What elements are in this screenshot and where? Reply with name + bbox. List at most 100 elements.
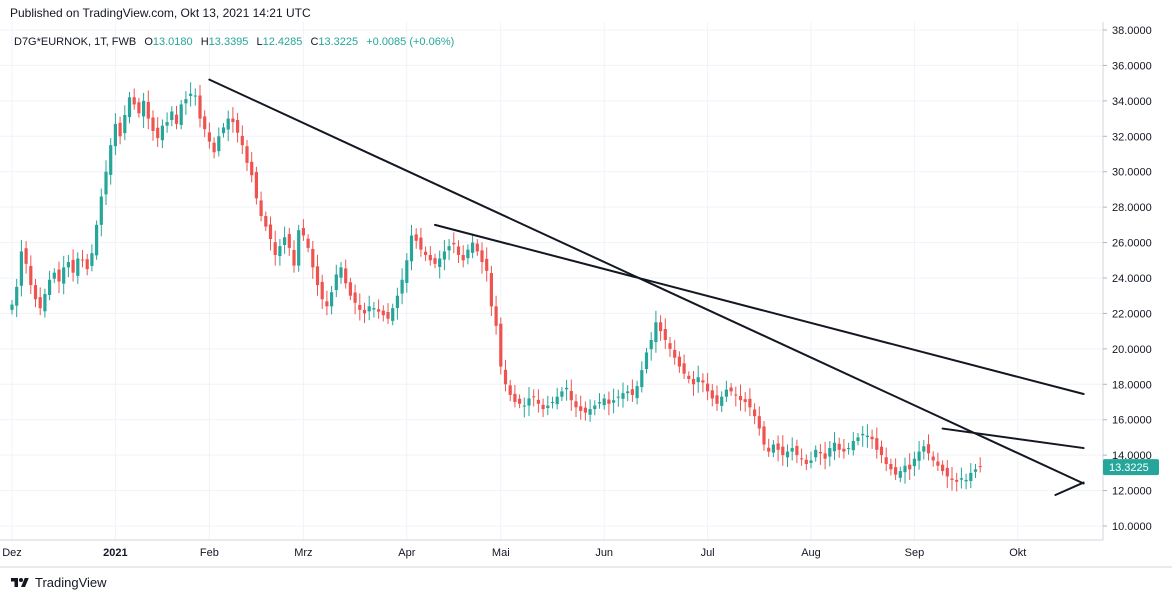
candle-body bbox=[734, 394, 738, 396]
candle-body bbox=[334, 274, 338, 291]
price-tick-label: 18.0000 bbox=[1112, 379, 1152, 391]
candle-body bbox=[644, 352, 649, 370]
candle-body bbox=[612, 400, 616, 403]
trendline bbox=[941, 427, 1085, 450]
candle-body bbox=[297, 230, 301, 266]
candle-body bbox=[508, 385, 512, 395]
candle-body bbox=[38, 297, 42, 309]
candle-body bbox=[757, 416, 761, 429]
candle-body bbox=[442, 251, 446, 260]
open-label: O bbox=[144, 36, 153, 48]
candle-body bbox=[856, 437, 860, 441]
candle-body bbox=[663, 329, 667, 340]
candle-body bbox=[922, 446, 926, 452]
candle-body bbox=[438, 258, 442, 268]
candle-body bbox=[395, 295, 399, 309]
candle-body bbox=[268, 224, 273, 240]
candle-body bbox=[762, 426, 766, 445]
candle-body bbox=[10, 304, 14, 310]
candle-body bbox=[804, 459, 808, 464]
candle-body bbox=[414, 234, 418, 241]
candle-body bbox=[231, 118, 235, 123]
candle-body bbox=[475, 243, 479, 252]
candle-body bbox=[753, 409, 757, 417]
candle-body bbox=[710, 390, 714, 399]
price-tick-label: 14.0000 bbox=[1112, 450, 1152, 462]
candle-body bbox=[659, 322, 663, 332]
candle-body bbox=[912, 458, 916, 467]
price-tick-label: 28.0000 bbox=[1112, 202, 1152, 214]
candle-body bbox=[419, 237, 423, 250]
candle-body bbox=[654, 322, 658, 343]
candle-body bbox=[142, 100, 146, 117]
candle-body bbox=[24, 248, 28, 264]
open-value: 13.0180 bbox=[153, 36, 193, 48]
candle-body bbox=[748, 398, 752, 408]
low-label: L bbox=[256, 36, 262, 48]
candle-body bbox=[583, 407, 587, 413]
candle-body bbox=[889, 464, 893, 470]
candle-body bbox=[311, 248, 315, 268]
candle-body bbox=[898, 471, 902, 478]
candle-body bbox=[184, 99, 188, 104]
candle-body bbox=[344, 268, 348, 284]
candle-body bbox=[409, 235, 414, 262]
candle-body bbox=[785, 451, 790, 458]
time-tick-label: Feb bbox=[200, 547, 219, 559]
close-label: C bbox=[310, 36, 318, 48]
tradingview-logo[interactable]: TradingView bbox=[10, 575, 107, 590]
candle-body bbox=[123, 115, 127, 134]
candle-body bbox=[522, 405, 526, 407]
candle-body bbox=[973, 469, 978, 472]
candle-body bbox=[494, 306, 498, 326]
candle-body bbox=[908, 464, 912, 470]
candle-body bbox=[259, 200, 263, 216]
candle-body bbox=[602, 398, 606, 406]
candle-body bbox=[894, 467, 898, 475]
candle-body bbox=[781, 446, 785, 456]
candle-body bbox=[217, 136, 221, 152]
candle-body bbox=[875, 438, 879, 450]
high-label: H bbox=[201, 36, 209, 48]
close-value: 13.3225 bbox=[318, 36, 358, 48]
candle-body bbox=[179, 104, 183, 125]
candle-body bbox=[76, 258, 80, 276]
candle-body bbox=[156, 127, 160, 139]
candle-body bbox=[372, 308, 376, 310]
candle-body bbox=[743, 399, 747, 402]
candle-body bbox=[400, 279, 404, 294]
candle-body bbox=[264, 216, 268, 227]
candle-body bbox=[57, 269, 61, 282]
candle-body bbox=[212, 142, 216, 153]
candle-body bbox=[673, 349, 677, 358]
candle-body bbox=[433, 258, 437, 264]
last-price-badge: 13.3225 bbox=[1103, 459, 1159, 476]
low-value: 12.4285 bbox=[263, 36, 303, 48]
candle-body bbox=[616, 396, 620, 398]
candle-body bbox=[607, 399, 611, 404]
candle-body bbox=[207, 132, 211, 142]
time-tick-label: Jul bbox=[701, 547, 715, 559]
time-tick-label: Mrz bbox=[294, 547, 312, 559]
time-tick-label: 2021 bbox=[103, 547, 127, 559]
candle-body bbox=[137, 102, 141, 114]
candle-body bbox=[273, 242, 277, 255]
price-tick-label: 22.0000 bbox=[1112, 308, 1152, 320]
candle-body bbox=[127, 97, 132, 118]
candle-body bbox=[315, 266, 320, 286]
candle-body bbox=[62, 267, 66, 284]
candle-body bbox=[320, 281, 324, 300]
candle-body bbox=[113, 123, 117, 147]
trendline bbox=[434, 223, 1085, 396]
candle-body bbox=[696, 377, 700, 383]
candle-body bbox=[80, 259, 85, 261]
candle-body bbox=[29, 265, 33, 286]
candle-body bbox=[292, 250, 296, 266]
candle-body bbox=[90, 253, 94, 266]
candle-body bbox=[978, 466, 982, 468]
candle-body bbox=[828, 448, 832, 457]
candle-body bbox=[503, 369, 508, 385]
time-tick-label: Sep bbox=[905, 547, 925, 559]
candle-body bbox=[701, 380, 705, 383]
